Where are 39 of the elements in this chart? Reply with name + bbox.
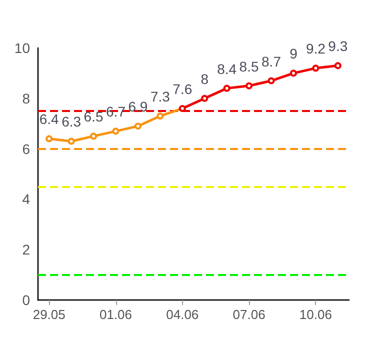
data-label: 7.6: [172, 80, 192, 97]
point: [334, 62, 342, 70]
x-tick-label: 07.06: [232, 307, 266, 322]
point: [90, 132, 98, 140]
point: [312, 64, 320, 72]
data-label: 8.7: [262, 53, 282, 70]
data-label: 6.5: [84, 108, 104, 125]
data-label: 6.3: [62, 114, 82, 130]
data-label: 6.4: [39, 111, 60, 128]
data-label: 8.4: [217, 60, 237, 77]
x-tick-label: 04.06: [166, 307, 199, 322]
x-tick-label: 01.06: [99, 307, 132, 322]
data-label: 6.9: [128, 98, 148, 115]
y-tick-label: 0: [22, 292, 30, 308]
point: [223, 84, 230, 92]
data-label: 7.3: [150, 88, 170, 105]
y-tick-label: 10: [14, 40, 30, 56]
point: [46, 135, 53, 142]
data-label: 9.3: [328, 38, 348, 54]
point: [201, 94, 208, 102]
data-label: 9: [290, 46, 298, 62]
x-tick-label: 10.06: [299, 307, 332, 322]
point: [156, 112, 164, 120]
point: [290, 70, 297, 77]
x-tick-label: 29.05: [32, 307, 66, 322]
data-label: 9.2: [306, 40, 326, 57]
y-tick-label: 8: [22, 90, 30, 106]
point: [134, 122, 142, 130]
y-tick-label: 2: [22, 242, 30, 258]
point: [246, 82, 253, 90]
point: [68, 138, 75, 145]
data-label: 8: [200, 70, 209, 87]
y-tick-label: 4: [22, 191, 30, 208]
point: [178, 104, 186, 112]
point: [112, 128, 120, 135]
y-tick-label: 6: [22, 140, 30, 157]
point: [268, 77, 275, 84]
data-label: 8.5: [239, 58, 259, 74]
data-label: 6.7: [106, 104, 126, 120]
